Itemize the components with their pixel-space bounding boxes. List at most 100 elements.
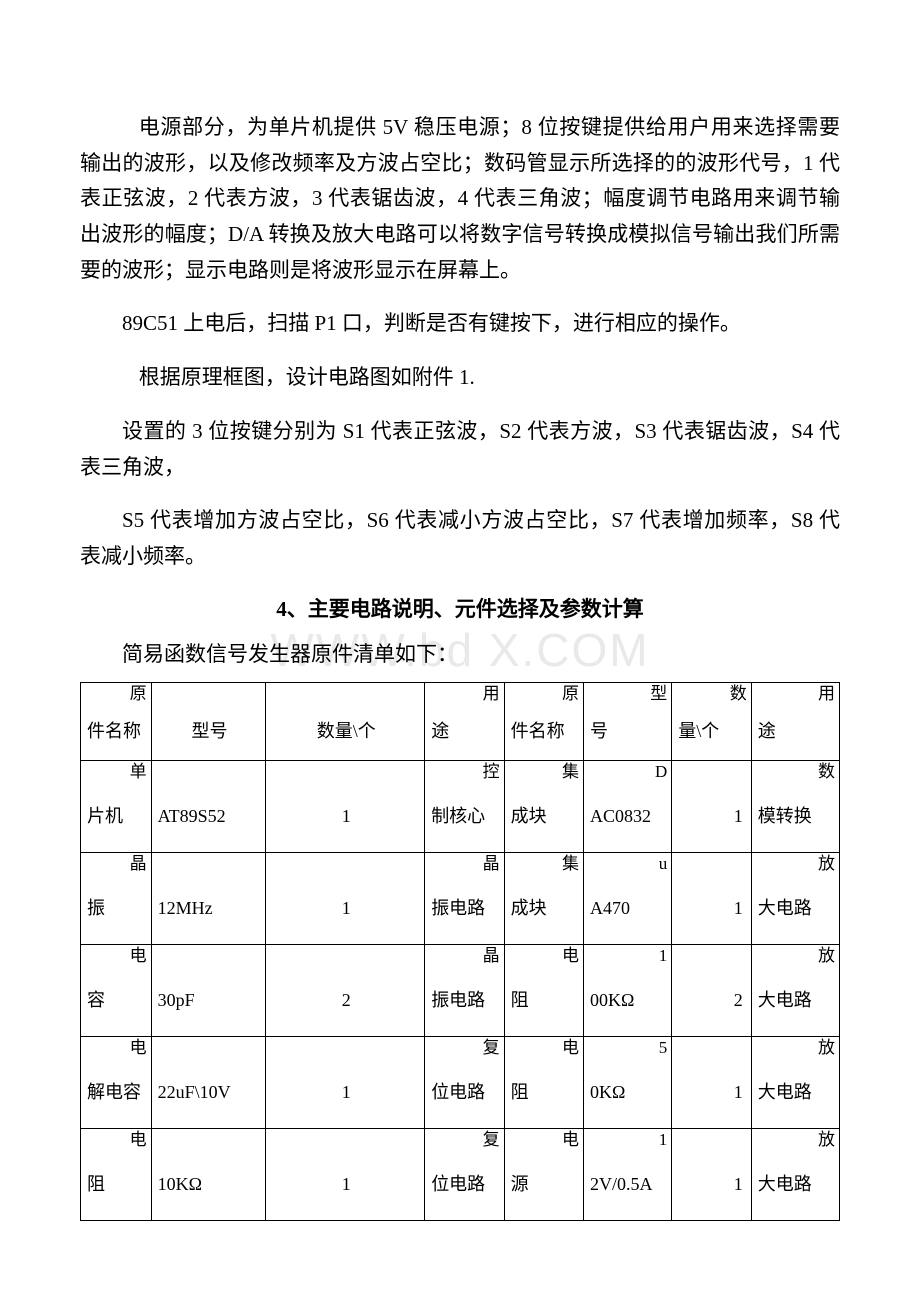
cell-corner-char: 集	[562, 763, 579, 780]
table-header-cell: 型号	[151, 683, 266, 761]
table-cell: 电解电容	[81, 1037, 152, 1129]
cell-corner-char: 5	[659, 1039, 668, 1056]
table-cell: 单片机	[81, 761, 152, 853]
table-header-cell: 型号	[584, 683, 672, 761]
cell-corner-char: 控	[483, 763, 500, 780]
cell-main-text: 型号	[158, 707, 262, 754]
cell-corner-char: 原	[130, 685, 147, 702]
cell-corner-char: 晶	[130, 855, 147, 872]
parts-table: 原件名称型号数量\个用途原件名称型号数量\个用途单片机AT89S521控制核心集…	[80, 682, 840, 1221]
table-cell: 数模转换	[751, 761, 839, 853]
table-cell: 2	[266, 945, 425, 1037]
table-cell: 1 2V/0.5A	[584, 1129, 672, 1221]
cell-corner-char: 放	[818, 1131, 835, 1148]
cell-main-text: 大电路	[758, 877, 835, 938]
cell-corner-char: 电	[130, 1039, 147, 1056]
table-cell: 50KΩ	[584, 1037, 672, 1129]
table-cell: DAC0832	[584, 761, 672, 853]
cell-main-text: 阻	[511, 1061, 579, 1122]
table-header-cell: 数量\个	[266, 683, 425, 761]
cell-corner-char: 放	[818, 1039, 835, 1056]
table-cell: 晶振电路	[425, 945, 504, 1037]
table-cell: 放大电路	[751, 945, 839, 1037]
cell-main-text: 成块	[511, 877, 579, 938]
cell-corner-char: 电	[562, 1039, 579, 1056]
table-cell: 复位电路	[425, 1129, 504, 1221]
cell-corner-char: 复	[483, 1039, 500, 1056]
cell-main-text: 2V/0.5A	[590, 1153, 667, 1214]
table-cell: 100KΩ	[584, 945, 672, 1037]
cell-corner-char: 电	[130, 947, 147, 964]
cell-corner-char: 1	[659, 1131, 668, 1148]
table-row: 晶振12MHz1晶振电路集成块uA4701放大电路	[81, 853, 840, 945]
table-cell: 1	[266, 1037, 425, 1129]
cell-main-text: 模转换	[758, 785, 835, 846]
table-header-cell: 数量\个	[672, 683, 751, 761]
cell-main-text: 件名称	[511, 707, 579, 754]
cell-corner-char: 晶	[483, 855, 500, 872]
table-cell: 1	[672, 1037, 751, 1129]
table-cell: 1	[672, 1129, 751, 1221]
table-cell: 12MHz	[151, 853, 266, 945]
table-cell: 电阻	[504, 1037, 583, 1129]
cell-main-text: 2	[678, 969, 746, 1030]
cell-main-text: 1	[272, 785, 420, 846]
table-cell: 集成块	[504, 853, 583, 945]
cell-main-text: 1	[272, 877, 420, 938]
table-cell: 2	[672, 945, 751, 1037]
paragraph-3: 根据原理框图，设计电路图如附件 1.	[80, 360, 840, 396]
table-cell: 电容	[81, 945, 152, 1037]
paragraph-2: 89C51 上电后，扫描 P1 口，判断是否有键按下，进行相应的操作。	[80, 306, 840, 342]
table-cell: 放大电路	[751, 853, 839, 945]
cell-corner-char: 单	[130, 763, 147, 780]
cell-main-text: 0KΩ	[590, 1061, 667, 1122]
cell-corner-char: 放	[818, 947, 835, 964]
cell-main-text: 源	[511, 1153, 579, 1214]
cell-corner-char: u	[659, 855, 668, 872]
cell-main-text: 阻	[511, 969, 579, 1030]
cell-corner-char: 用	[818, 685, 835, 702]
cell-corner-char: 复	[483, 1131, 500, 1148]
cell-main-text: 10KΩ	[158, 1153, 262, 1214]
paragraph-1: 电源部分，为单片机提供 5V 稳压电源；8 位按键提供给用户用来选择需要输出的波…	[80, 110, 840, 288]
cell-main-text: A470	[590, 877, 667, 938]
cell-main-text: 22uF\10V	[158, 1061, 262, 1122]
table-cell: 电阻	[81, 1129, 152, 1221]
table-cell: 电阻	[504, 945, 583, 1037]
cell-main-text: 12MHz	[158, 877, 262, 938]
table-cell: 放大电路	[751, 1129, 839, 1221]
table-cell: 复位电路	[425, 1037, 504, 1129]
table-cell: 1	[672, 761, 751, 853]
cell-main-text: 解电容	[87, 1061, 147, 1122]
cell-main-text: 00KΩ	[590, 969, 667, 1030]
table-cell: 1	[266, 1129, 425, 1221]
cell-main-text: 1	[678, 877, 746, 938]
cell-main-text: 1	[272, 1153, 420, 1214]
cell-main-text: 30pF	[158, 969, 262, 1030]
cell-main-text: 1	[272, 1061, 420, 1122]
table-cell: 10KΩ	[151, 1129, 266, 1221]
cell-main-text: 大电路	[758, 1061, 835, 1122]
cell-corner-char: 原	[562, 685, 579, 702]
section-heading: 4、主要电路说明、元件选择及参数计算	[80, 593, 840, 623]
cell-main-text: 大电路	[758, 1153, 835, 1214]
table-cell: 22uF\10V	[151, 1037, 266, 1129]
table-row: 电解电容22uF\10V1复位电路电阻50KΩ1放大电路	[81, 1037, 840, 1129]
paragraph-4: 设置的 3 位按键分别为 S1 代表正弦波，S2 代表方波，S3 代表锯齿波，S…	[80, 414, 840, 485]
table-row: 电阻10KΩ1复位电路电源12V/0.5A1放大电路	[81, 1129, 840, 1221]
cell-main-text: 数量\个	[272, 707, 420, 754]
cell-main-text: 振电路	[431, 969, 499, 1030]
cell-main-text: 容	[87, 969, 147, 1030]
cell-corner-char: 电	[130, 1131, 147, 1148]
paragraph-6: 简易函数信号发生器原件清单如下：	[80, 637, 840, 673]
table-cell: u A470	[584, 853, 672, 945]
table-header-cell: 原件名称	[504, 683, 583, 761]
cell-main-text: 途	[431, 707, 499, 754]
cell-corner-char: 用	[483, 685, 500, 702]
table-cell: 控制核心	[425, 761, 504, 853]
cell-main-text: 片机	[87, 785, 147, 846]
cell-main-text: 位电路	[431, 1061, 499, 1122]
cell-main-text: 2	[272, 969, 420, 1030]
cell-main-text: 成块	[511, 785, 579, 846]
cell-corner-char: D	[655, 763, 667, 780]
